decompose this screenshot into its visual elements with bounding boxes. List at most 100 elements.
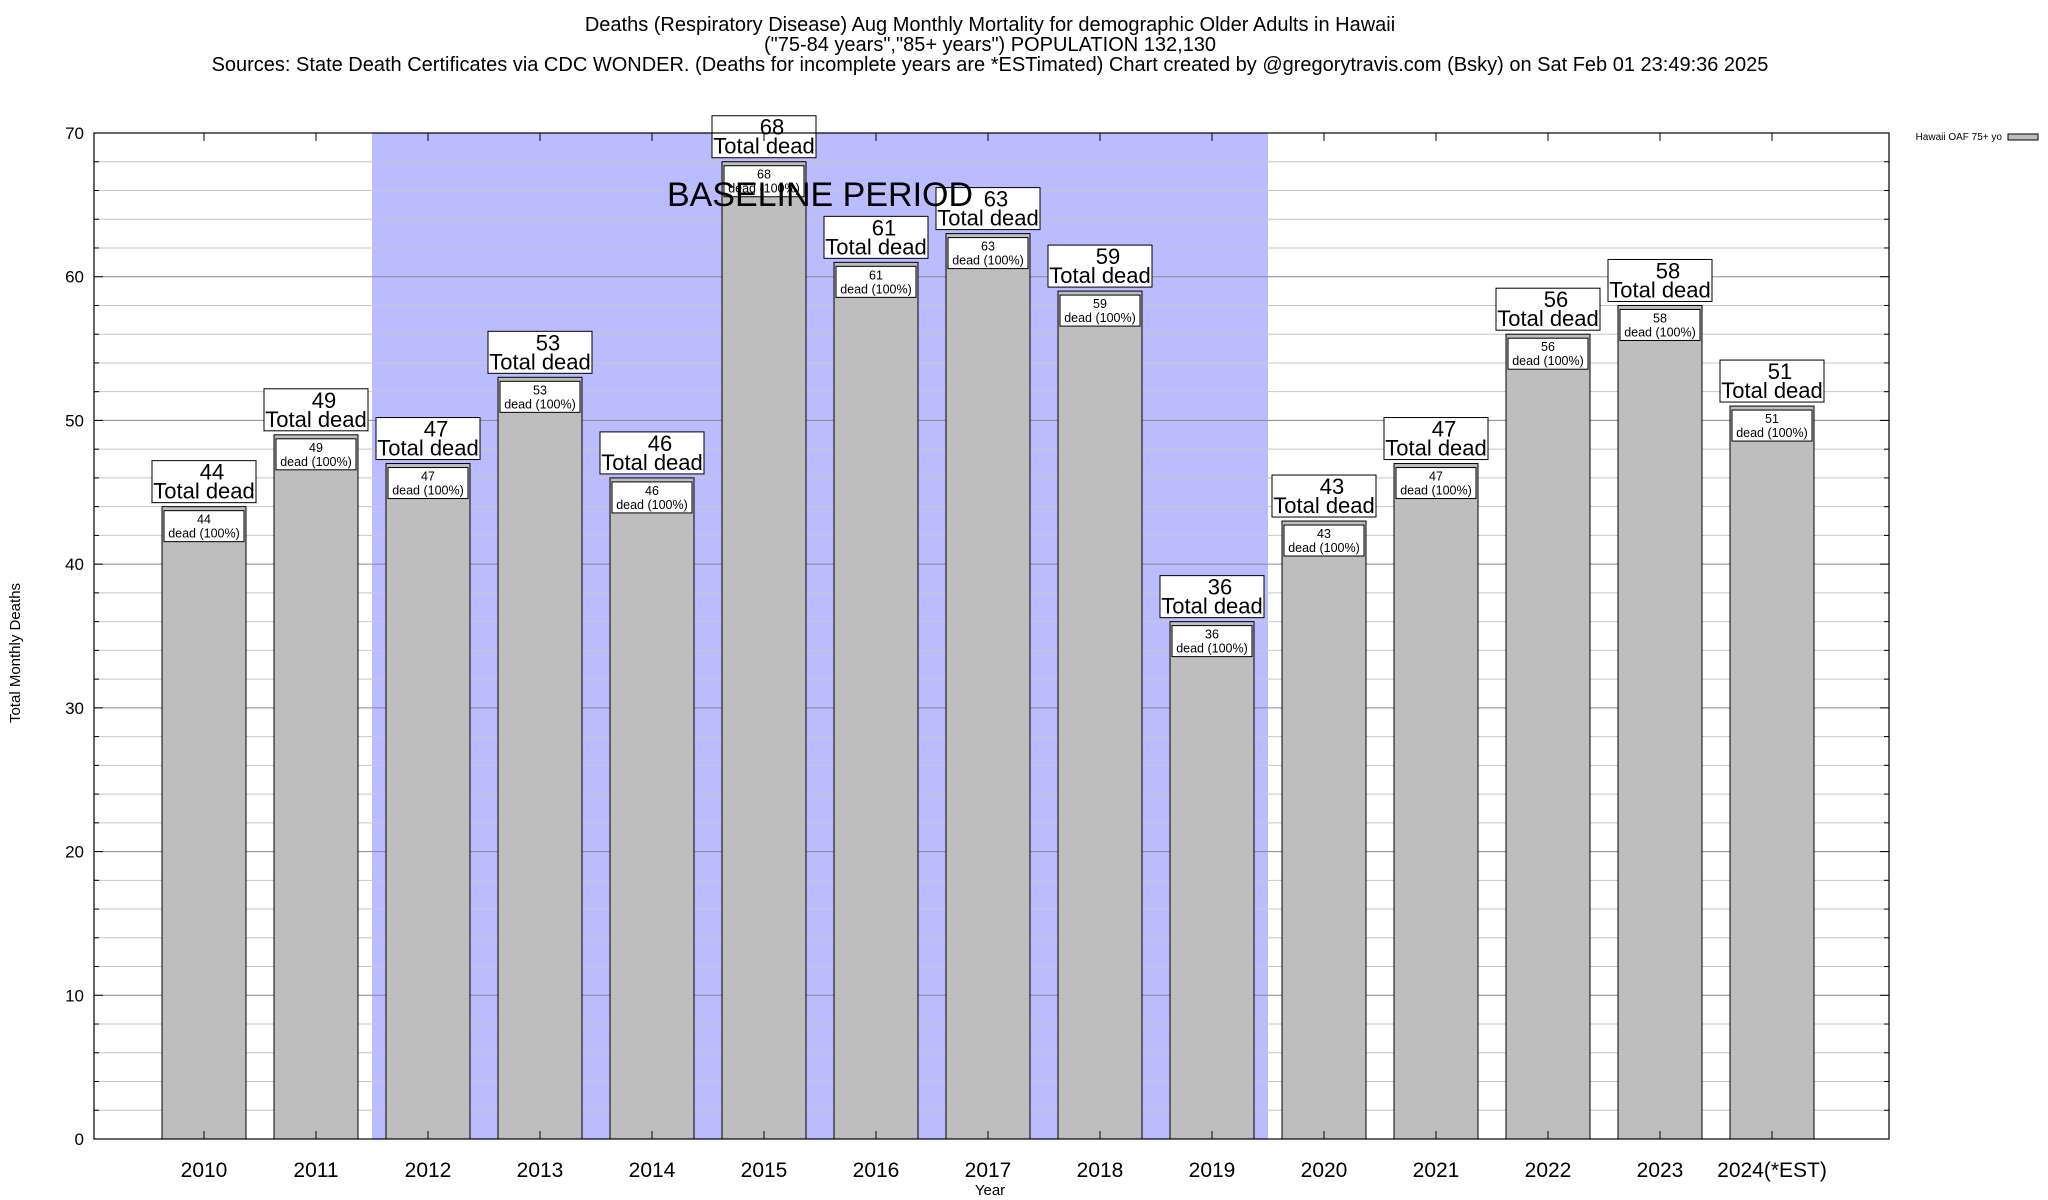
legend: Hawaii OAF 75+ yo — [1916, 132, 2039, 143]
y-tick-label: 30 — [65, 699, 84, 718]
y-tick-label: 70 — [65, 124, 84, 143]
x-tick-label: 2019 — [1189, 1159, 1236, 1182]
bar — [1281, 520, 1367, 1140]
x-tick-label: 2023 — [1637, 1159, 1684, 1182]
inner-dead-label: dead (100%) — [952, 254, 1024, 268]
total-label-box — [375, 417, 481, 461]
legend-swatch — [2007, 133, 2039, 141]
total-dead-label: Total dead — [1385, 436, 1487, 461]
inner-value-label: 63 — [981, 240, 995, 254]
total-label-box — [1383, 417, 1489, 461]
x-tick-label: 2022 — [1525, 1159, 1572, 1182]
total-label-box — [823, 215, 929, 259]
total-dead-label: Total dead — [1609, 277, 1711, 302]
inner-dead-label: dead (100%) — [1736, 426, 1808, 440]
inner-value-label: 43 — [1317, 527, 1331, 541]
bar — [1617, 304, 1703, 1140]
total-label-box — [1159, 575, 1265, 619]
total-value-label: 49 — [312, 388, 336, 413]
axes: 0 10 20 30 40 50 60 70 2010 2011 2012 2013 2014 2015 2… — [65, 124, 1890, 1182]
inner-label-box — [387, 467, 469, 500]
inner-label-box — [275, 438, 357, 471]
total-dead-label: Total dead — [1721, 378, 1823, 403]
inner-label-box — [1619, 308, 1701, 341]
bars — [161, 161, 1815, 1140]
total-dead-label: Total dead — [1161, 594, 1263, 619]
inner-dead-label: dead (100%) — [616, 498, 688, 512]
y-tick-label: 0 — [75, 1130, 84, 1149]
inner-label-box — [1507, 337, 1589, 370]
total-value-label: 56 — [1544, 287, 1568, 312]
chart-title: Deaths (Respiratory Disease) Aug Monthly… — [212, 14, 1769, 76]
y-tick-label: 50 — [65, 411, 84, 430]
inner-value-label: 47 — [1429, 470, 1443, 484]
x-tick-label: 2024(*EST) — [1717, 1159, 1827, 1182]
inner-label-box — [611, 481, 693, 514]
x-tick-label: 2015 — [741, 1159, 788, 1182]
total-value-label: 59 — [1096, 244, 1120, 269]
bar — [161, 506, 247, 1140]
plot-frame — [93, 132, 1890, 1140]
inner-dead-label: dead (100%) — [728, 182, 800, 196]
title-line-1: Deaths (Respiratory Disease) Aug Monthly… — [585, 14, 1395, 36]
total-dead-label: Total dead — [489, 349, 591, 374]
y-tick-label: 40 — [65, 555, 84, 574]
total-label-box — [935, 187, 1041, 231]
inner-label-box — [1731, 409, 1813, 442]
total-dead-label: Total dead — [825, 234, 927, 259]
inner-label-box — [1395, 467, 1477, 500]
total-value-label: 61 — [872, 215, 896, 240]
bar — [385, 463, 471, 1140]
bar — [273, 434, 359, 1140]
inner-label-box — [835, 265, 917, 298]
y-axis-label: Total Monthly Deaths — [7, 583, 24, 723]
total-dead-label: Total dead — [1049, 263, 1151, 288]
bar — [1169, 621, 1255, 1140]
total-dead-label: Total dead — [265, 407, 367, 432]
bar — [1393, 463, 1479, 1140]
bar — [1729, 405, 1815, 1140]
inner-dead-label: dead (100%) — [1064, 311, 1136, 325]
inner-dead-label: dead (100%) — [1624, 325, 1696, 339]
x-tick-label: 2020 — [1301, 1159, 1348, 1182]
inner-value-label: 61 — [869, 268, 883, 282]
total-value-label: 36 — [1208, 575, 1232, 600]
bar — [945, 233, 1031, 1140]
x-tick-label: 2016 — [853, 1159, 900, 1182]
total-value-label: 43 — [1320, 474, 1344, 499]
inner-dead-label: dead (100%) — [168, 527, 240, 541]
inner-value-label: 47 — [421, 470, 435, 484]
bar — [497, 376, 583, 1140]
total-dead-label: Total dead — [1497, 306, 1599, 331]
inner-value-label: 51 — [1765, 412, 1779, 426]
bar — [721, 161, 807, 1140]
title-line-2: ("75-84 years","85+ years") POPULATION 1… — [764, 34, 1216, 56]
bar — [609, 477, 695, 1140]
total-value-label: 44 — [200, 460, 224, 485]
inner-dead-label: dead (100%) — [840, 282, 912, 296]
total-label-box — [487, 330, 593, 374]
inner-value-label: 49 — [309, 441, 323, 455]
baseline-label: BASELINE PERIOD — [667, 176, 973, 214]
x-tick-label: 2010 — [181, 1159, 228, 1182]
inner-value-label: 59 — [1093, 297, 1107, 311]
total-value-label: 58 — [1656, 258, 1680, 283]
total-value-label: 63 — [984, 187, 1008, 212]
inner-label-box — [1059, 294, 1141, 327]
inner-label-box — [947, 237, 1029, 270]
inner-dead-label: dead (100%) — [1400, 484, 1472, 498]
legend-label: Hawaii OAF 75+ yo — [1916, 132, 2003, 143]
total-label-box — [1047, 244, 1153, 288]
inner-value-label: 56 — [1541, 340, 1555, 354]
inner-value-label: 36 — [1205, 628, 1219, 642]
bar — [1505, 333, 1591, 1140]
inner-label-box — [1283, 524, 1365, 557]
total-dead-label: Total dead — [937, 206, 1039, 231]
total-label-box — [1495, 287, 1601, 331]
total-label-box — [263, 388, 369, 432]
total-label-box — [151, 460, 257, 504]
total-value-label: 46 — [648, 431, 672, 456]
bar — [833, 261, 919, 1140]
